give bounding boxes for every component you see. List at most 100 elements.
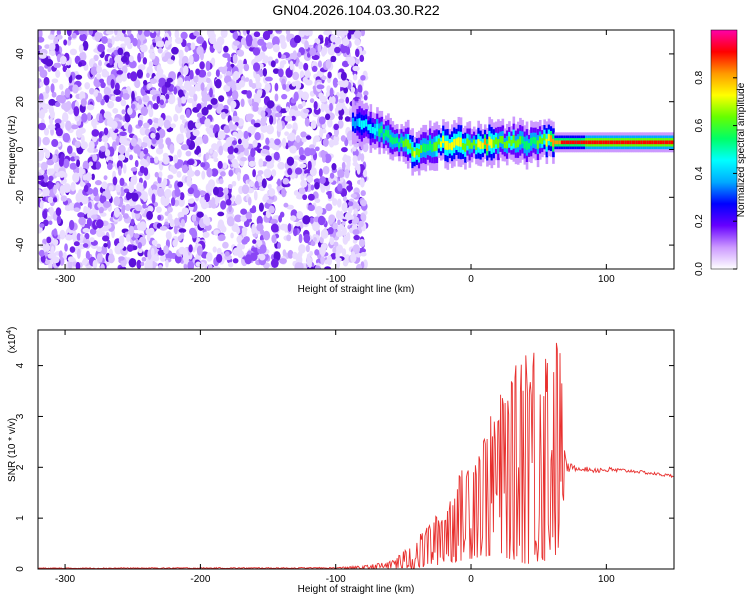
spectrogram-noise-cell [42, 209, 48, 220]
spectrogram-noise-cell [78, 30, 85, 35]
spectrogram-noise-cell [186, 138, 191, 146]
spectrogram-signal-cell [444, 140, 447, 150]
spectrogram-noise-cell [71, 32, 77, 39]
spectrogram-noise-cell [301, 137, 307, 143]
spectrogram-noise-cell [166, 59, 174, 65]
spectrogram-noise-cell [64, 243, 68, 252]
spectrogram-noise-cell [304, 79, 313, 86]
spectrogram-noise-cell [63, 39, 68, 46]
spectrogram-noise-cell [333, 123, 340, 131]
spectrogram-noise-cell [218, 145, 224, 156]
spectrogram-noise-cell [231, 180, 237, 187]
spectrogram-noise-cell [76, 232, 81, 241]
spectrogram-signal-cell [439, 141, 443, 148]
spectrogram-signal-cell [479, 141, 483, 149]
spectrogram-signal-cell [527, 142, 531, 149]
spectrogram-noise-cell [87, 147, 94, 153]
spectrogram-noise-cell [180, 31, 188, 40]
spectrogram-noise-cell [362, 142, 369, 153]
spectrogram-signal-cell [483, 138, 487, 145]
spectrogram-noise-cell [67, 256, 75, 263]
spectrogram-noise-cell [298, 244, 306, 254]
spectrogram-signal-cell [545, 138, 549, 147]
spectrogram-signal-cell [433, 142, 436, 152]
spectrogram-noise-cell [292, 228, 298, 237]
spectrogram-noise-cell [178, 49, 184, 60]
spectrogram-signal-cell [490, 139, 494, 149]
spectrogram-noise-cell [167, 213, 173, 222]
spectrogram-noise-cell [240, 208, 248, 215]
spectrogram-noise-cell [196, 36, 205, 44]
spectrogram-noise-cell [156, 187, 165, 197]
spectrogram-noise-cell [248, 180, 255, 188]
spectrogram-noise-cell [96, 65, 103, 74]
spectrogram-signal-cell [378, 128, 381, 137]
spectrogram-noise-cell [79, 33, 87, 42]
spectrogram-noise-cell [291, 115, 296, 121]
spectrogram-signal-cell [615, 140, 619, 145]
spectrogram-noise-cell [260, 110, 266, 118]
spectrogram-noise-cell [107, 42, 113, 49]
spectrogram-noise-cell [114, 36, 121, 42]
spectrogram-noise-cell [118, 256, 125, 261]
spectrogram-noise-cell [289, 145, 297, 154]
spectrogram-noise-cell [52, 154, 57, 163]
spectrogram-signal-cell [442, 135, 445, 144]
spectrogram-signal-cell [536, 140, 540, 149]
spectrogram-noise-cell [341, 221, 346, 226]
spectrogram-noise-cell [226, 81, 235, 87]
spectrogram-noise-cell [218, 95, 225, 102]
spectrogram-noise-cell [273, 151, 280, 161]
spectrogram-noise-cell [55, 127, 63, 137]
spectrogram-noise-cell [258, 202, 264, 212]
spectrogram-noise-cell [268, 205, 275, 214]
spectrogram-noise-cell [300, 131, 307, 138]
spectrogram-noise-cell [63, 183, 71, 193]
spectrogram-noise-cell [322, 165, 330, 175]
x-tick-label: 0 [468, 574, 474, 585]
spectrogram-signal-cell [609, 140, 612, 145]
spectrogram-noise-cell [337, 219, 341, 226]
spectrogram-noise-cell [313, 178, 321, 184]
spectrogram-noise-cell [44, 244, 51, 250]
spectrogram-noise-cell [332, 198, 338, 206]
spectrogram-noise-cell [95, 161, 101, 170]
spectrogram-noise-cell [299, 163, 307, 169]
spectrogram-noise-cell [205, 60, 211, 71]
spectrogram-noise-cell [237, 49, 245, 57]
spectrogram-noise-cell [363, 94, 368, 101]
spectrogram-noise-cell [286, 234, 292, 242]
spectrogram-noise-cell [303, 233, 311, 244]
spectrogram-noise-cell [257, 170, 264, 175]
spectrogram-noise-cell [62, 132, 71, 143]
spectrogram-noise-cell [170, 197, 176, 207]
spectrogram-signal-cell [470, 142, 474, 149]
spectrogram-noise-cell [208, 187, 213, 194]
spectrogram-noise-cell [314, 249, 320, 256]
spectrogram-noise-cell [218, 178, 224, 185]
spectrogram-noise-cell [64, 88, 71, 98]
spectrogram-noise-cell [271, 36, 280, 47]
spectrogram-noise-cell [156, 95, 161, 105]
spectrogram-noise-cell [111, 132, 117, 141]
spectrogram-noise-cell [293, 110, 302, 117]
spectrogram-signal-cell [631, 140, 634, 145]
spectrogram-noise-cell [196, 112, 203, 119]
spectrogram-noise-cell [206, 104, 213, 110]
spectrogram-noise-cell [240, 157, 248, 162]
spectrogram-noise-cell [269, 115, 274, 125]
spectrogram-signal-cell [626, 140, 630, 145]
spectrogram-noise-cell [308, 148, 317, 156]
spectrogram-signal-cell [391, 137, 395, 145]
spectrogram-noise-cell [281, 187, 286, 198]
spectrogram-noise-cell [146, 72, 150, 79]
spectrogram-noise-cell [40, 161, 48, 171]
spectrogram-noise-cell [244, 77, 250, 82]
spectrogram-noise-cell [193, 75, 199, 83]
spectrogram-noise-cell [179, 114, 185, 120]
spectrogram-noise-cell [266, 124, 274, 135]
spectrogram-signal-cell [582, 140, 586, 145]
spectrogram-noise-cell [353, 234, 360, 241]
spectrogram-signal-cell [571, 140, 575, 145]
spectrogram-noise-cell [246, 217, 253, 223]
